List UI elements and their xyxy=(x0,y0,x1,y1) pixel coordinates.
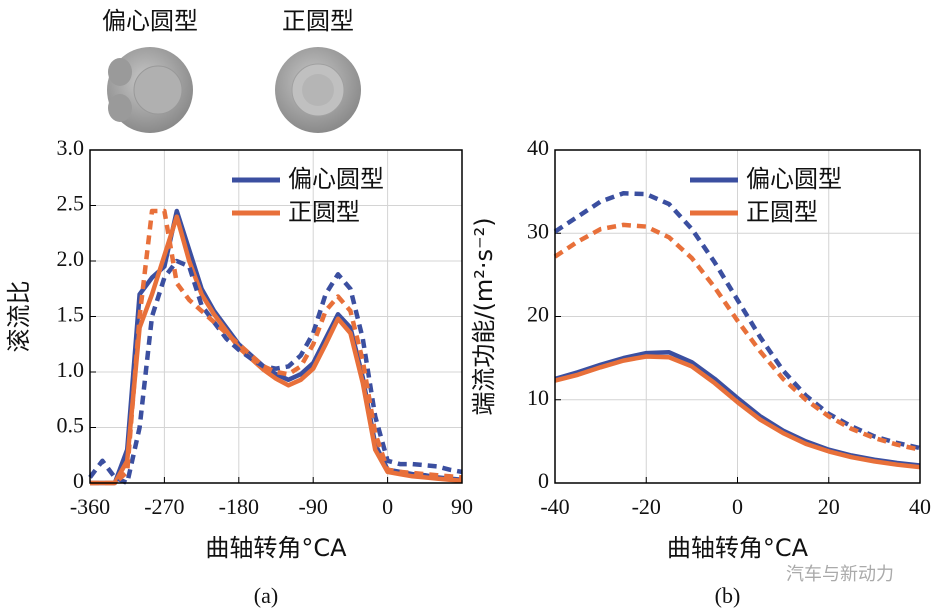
piston-image xyxy=(275,47,361,133)
x-tick-label: 40 xyxy=(909,494,931,519)
x-tick-label: -20 xyxy=(632,494,661,519)
x-tick-label: -40 xyxy=(540,494,569,519)
x-tick-label: 0 xyxy=(382,494,393,519)
y-tick-label: 0 xyxy=(73,468,84,493)
y-tick-label: 0.5 xyxy=(57,413,85,438)
x-axis-label: 曲轴转角°CA xyxy=(667,534,809,562)
piston-label: 正圆型 xyxy=(282,7,354,35)
legend-label: 偏心圆型 xyxy=(746,165,842,193)
y-tick-label: 40 xyxy=(527,135,549,160)
watermark: 汽车与新动力 xyxy=(786,564,894,585)
series-line xyxy=(553,222,921,452)
legend-label: 正圆型 xyxy=(746,198,818,226)
x-tick-label: 20 xyxy=(818,494,840,519)
y-tick-label: 3.0 xyxy=(57,135,85,160)
caption: (b) xyxy=(715,583,741,608)
x-tick-label: -180 xyxy=(219,494,259,519)
y-tick-label: 2.0 xyxy=(57,246,85,271)
x-tick-label: -90 xyxy=(299,494,328,519)
series-line xyxy=(90,208,463,486)
y-tick-label: 10 xyxy=(527,385,549,410)
plot-frame xyxy=(554,149,921,484)
x-axis-label: 曲轴转角°CA xyxy=(205,534,347,562)
y-tick-label: 20 xyxy=(527,302,549,327)
piston-label: 偏心圆型 xyxy=(102,7,198,35)
y-axis-label: 滚流比 xyxy=(5,281,33,353)
caption: (a) xyxy=(254,583,278,608)
plot-frame xyxy=(89,149,463,484)
series-line xyxy=(88,258,463,486)
x-tick-label: 0 xyxy=(732,494,743,519)
y-tick-label: 1.5 xyxy=(57,302,85,327)
x-tick-label: 90 xyxy=(451,494,473,519)
legend-label: 偏心圆型 xyxy=(288,165,384,193)
x-tick-label: -360 xyxy=(70,494,110,519)
y-tick-label: 30 xyxy=(527,218,549,243)
series-line xyxy=(553,191,921,451)
y-axis-label: 端流功能/(m²·s⁻²) xyxy=(470,217,498,415)
y-tick-label: 2.5 xyxy=(57,191,85,216)
y-tick-label: 0 xyxy=(538,468,549,493)
legend-label: 正圆型 xyxy=(288,198,360,226)
y-tick-label: 1.0 xyxy=(57,357,85,382)
piston-image xyxy=(107,47,193,133)
series-line xyxy=(554,354,921,470)
x-tick-label: -270 xyxy=(144,494,184,519)
